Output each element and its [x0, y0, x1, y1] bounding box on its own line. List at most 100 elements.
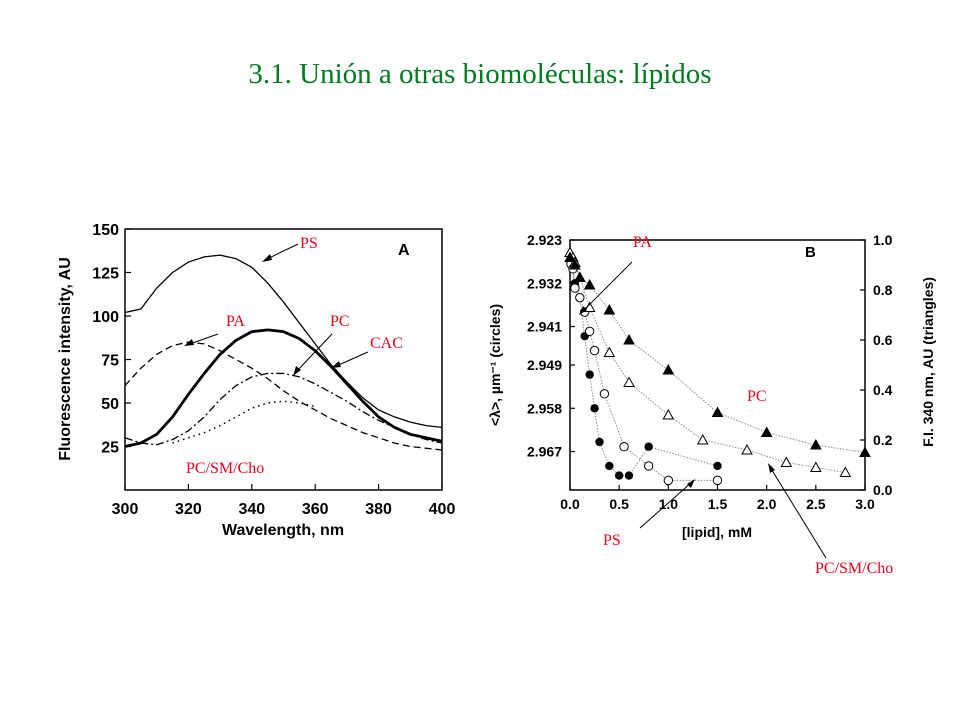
annotation-a-pc-sm-cho: PC/SM/Cho	[186, 460, 264, 477]
chart-b-point-pc	[760, 426, 773, 437]
chart-b-left-y-tick-label: 2.949	[527, 357, 562, 373]
annotation-a-ps: PS	[300, 235, 318, 252]
chart-b-x-tick-label: 1.5	[708, 496, 728, 512]
chart-panel-b: 0.0 0.5 1.0 1.5 2.0 2.5 3.0 2.9232.9322.9412.9…	[487, 232, 936, 540]
chart-a-series	[124, 254, 443, 451]
chart-b-left-y-tick-label: 2.932	[527, 275, 562, 291]
chart-b-points	[564, 246, 871, 486]
chart-b-point-pc	[623, 333, 635, 345]
chart-b-point-pa	[643, 461, 654, 471]
chart-a-x-tick-label: 400	[429, 501, 456, 518]
annotation-b-pa: PA	[633, 234, 652, 251]
annotations: PS PA PC CAC PC/SM/Cho PA PC PS PC/SM/Ch…	[184, 234, 893, 577]
chart-a-series-line-pc	[124, 328, 443, 448]
annotation-a-pa: PA	[226, 313, 245, 330]
chart-a-y-tick-label: 75	[101, 353, 119, 370]
chart-b-x-axis-label: [lipid], mM	[682, 524, 752, 540]
chart-b-point-pa	[599, 389, 610, 399]
annotation-b-pc: PC	[747, 388, 767, 405]
annotation-b-ps: PS	[603, 532, 621, 549]
chart-a-series-line-ps	[124, 254, 443, 429]
chart-b-right-y-tick-label: 1.0	[873, 232, 893, 248]
annotation-a-pc-arrow	[295, 333, 333, 373]
chart-b-point-pc	[583, 278, 596, 290]
chart-a-series-line-cac	[124, 372, 443, 446]
chart-b-point-ps	[590, 404, 599, 413]
chart-b-panel-label: B	[805, 244, 816, 261]
chart-a-x-tick-label: 340	[238, 501, 265, 518]
chart-b-point-pa	[619, 442, 629, 452]
chart-b-point-pc-sm-cho	[696, 433, 709, 445]
chart-b-point-pa	[584, 326, 595, 337]
chart-b-plot-frame	[569, 239, 866, 491]
annotation-b-ps-arrowhead	[687, 479, 695, 488]
chart-a-panel-label: A	[398, 242, 410, 259]
annotation-a-cac-arrowhead	[331, 361, 341, 368]
chart-b-point-pc	[603, 303, 616, 315]
chart-a-y-tick-label: 125	[92, 266, 119, 283]
chart-b-point-pc-sm-cho	[603, 346, 616, 357]
chart-b-fit-ps	[570, 259, 718, 477]
chart-b-x-tick-label: 2.5	[806, 496, 826, 512]
chart-b-point-pa	[575, 292, 585, 303]
chart-panel-a: 300 320 340 360 380 400 25 50 75 100 125 150 Wavel…	[57, 222, 455, 539]
annotation-a-pc: PC	[330, 313, 350, 330]
slide-title: 3.1. Unión a otras biomoléculas: lípidos	[248, 58, 712, 90]
chart-a-x-tick-label: 380	[365, 501, 392, 518]
chart-a-x-tick-label: 300	[112, 501, 139, 518]
annotation-b-pa-arrow	[581, 261, 633, 313]
chart-b-point-pa	[570, 283, 580, 293]
chart-a-y-tick-label: 100	[92, 309, 119, 326]
annotation-b-pc-sm-cho-arrow	[769, 466, 827, 559]
chart-b-point-pc	[569, 258, 581, 270]
annotation-b-pc-sm-cho: PC/SM/Cho	[815, 560, 893, 577]
chart-b-right-y-ticks: 0.0 0.2 0.4 0.6 0.8 1.0	[860, 232, 893, 498]
chart-b-point-pa	[663, 475, 674, 486]
chart-b-point-pc-sm-cho	[809, 461, 822, 472]
chart-b-point-pc-sm-cho	[623, 376, 635, 387]
chart-b-point-ps	[644, 442, 653, 451]
annotation-a-cac: CAC	[370, 335, 403, 352]
chart-b-x-ticks: 0.0 0.5 1.0 1.5 2.0 2.5 3.0	[560, 485, 875, 512]
chart-b-right-y-tick-label: 0.6	[873, 332, 893, 348]
chart-b-point-pc	[564, 251, 576, 262]
chart-a-y-tick-label: 50	[101, 396, 119, 413]
chart-b-right-y-tick-label: 0.0	[873, 482, 893, 498]
annotation-b-pc-sm-cho-arrowhead	[768, 463, 775, 473]
chart-b-point-ps	[595, 437, 604, 447]
chart-b-point-pc-sm-cho	[839, 466, 852, 477]
chart-b-point-ps	[624, 471, 634, 480]
chart-b-x-tick-label: 0.0	[560, 496, 580, 512]
chart-b-point-ps	[614, 471, 624, 480]
chart-a-x-tick-label: 320	[175, 501, 202, 518]
chart-a-series-line-pc-sm-cho	[172, 400, 316, 444]
chart-a-series-line-pa	[124, 341, 443, 451]
chart-b-left-y-tick-label: 2.923	[527, 232, 562, 248]
chart-b-fit-pc	[569, 257, 866, 453]
chart-a-x-tick-label: 360	[302, 501, 329, 518]
chart-b-left-y-ticks: 2.923 2.932 2.941 2.949 2.958 2.967	[527, 232, 575, 460]
annotation-b-pa-arrowhead	[579, 306, 587, 315]
chart-b-point-pa	[712, 475, 723, 486]
chart-b-point-pc-sm-cho	[741, 443, 753, 455]
chart-b-point-pc	[809, 438, 822, 450]
annotation-a-pa-arrowhead	[184, 339, 194, 346]
chart-b-x-tick-label: 3.0	[855, 496, 875, 512]
chart-b-right-y-axis-label: F.I. 340 nm, AU (triangles)	[920, 277, 936, 447]
chart-b-point-ps	[713, 461, 722, 471]
chart-a-y-tick-label: 25	[101, 440, 119, 457]
annotation-a-pc-arrowhead	[293, 366, 301, 376]
chart-b-point-pa	[589, 345, 600, 356]
chart-b-right-y-tick-label: 0.8	[873, 282, 893, 298]
annotation-b-ps-arrow	[639, 481, 693, 529]
chart-b-left-y-tick-label: 2.958	[527, 400, 562, 416]
chart-a-x-ticks: 300 320 340 360 380 400	[112, 484, 456, 518]
chart-b-x-tick-label: 1.0	[659, 496, 679, 512]
chart-b-right-y-tick-label: 0.4	[873, 382, 893, 398]
chart-b-left-y-tick-label: 2.967	[527, 444, 562, 460]
chart-b-point-pc	[859, 446, 871, 457]
chart-b-point-pc	[573, 271, 586, 282]
chart-b-fit-curves	[569, 252, 866, 481]
chart-b-right-y-tick-label: 0.2	[873, 432, 893, 448]
